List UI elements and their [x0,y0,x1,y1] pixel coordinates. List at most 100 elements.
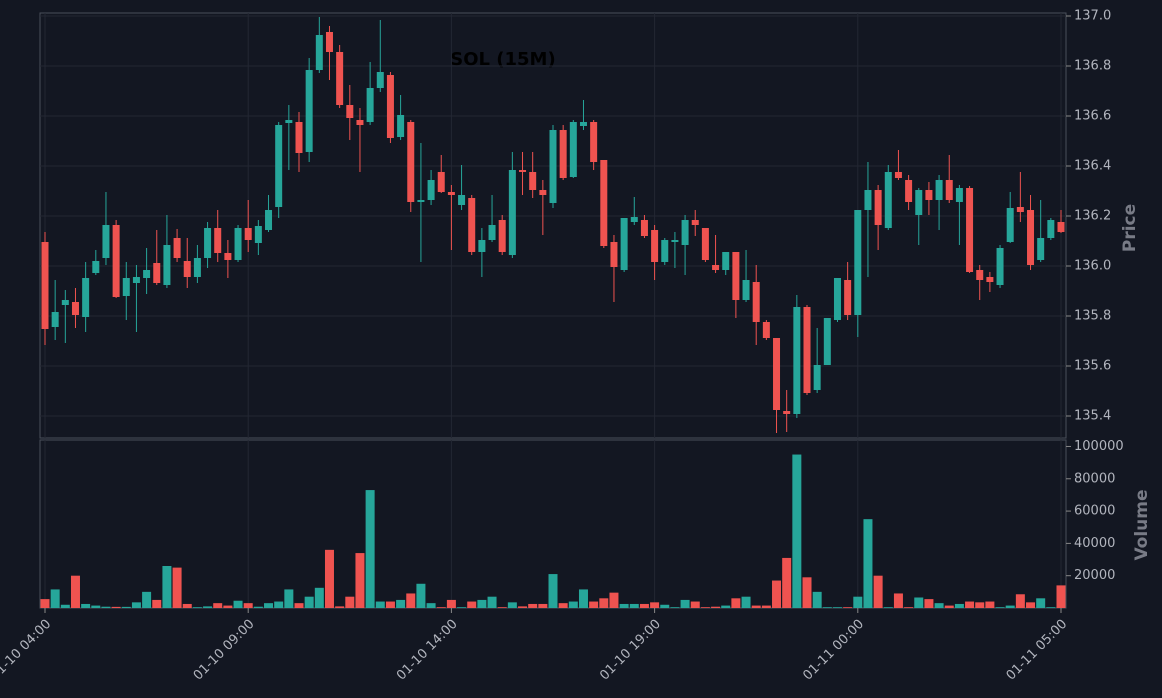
candle-body [681,220,689,245]
candle-body [1006,208,1014,242]
candle-body [275,125,283,207]
candle-body [955,188,963,202]
candle-body [966,188,974,272]
volume-tick-label: 60000 [1074,504,1115,519]
volume-bar [863,519,873,608]
candle-body [336,52,344,105]
volume-bar [832,607,842,608]
y-tick-label: 136.8 [1074,59,1111,74]
y-tick-label: 135.6 [1074,359,1111,374]
candle-body [397,115,405,137]
volume-bar [782,557,792,608]
volume-bar [965,601,975,608]
volume-bar [111,606,121,608]
candle-body [41,242,49,329]
volume-bar [304,596,314,608]
volume-bar [548,574,558,608]
candle-body [305,70,313,152]
volume-bar [904,607,914,608]
volume-bar [192,607,202,608]
volume-bar [802,577,812,608]
candle-body [986,277,994,282]
volume-bar [660,604,670,608]
volume-bar [690,601,700,608]
candle-body [295,122,303,153]
volume-bar [680,599,690,608]
x-tick-label: 01-10 04:00 [0,617,54,684]
candle-body [285,120,293,123]
volume-bar [152,599,162,608]
volume-bar [406,593,416,608]
candle-body [173,238,181,258]
volume-bar [426,603,436,608]
volume-bar [1026,602,1036,608]
candle-body [579,122,587,126]
volume-bar [954,603,964,608]
candle-body [691,220,699,225]
y-tick-label: 136.4 [1074,159,1111,174]
volume-bar [60,604,70,608]
volume-axis-label: Volume [1132,489,1152,560]
volume-bar [507,602,517,608]
volume-bar [284,589,294,608]
candle-body [884,172,892,228]
candle-body [1047,220,1055,238]
volume-bar [578,589,588,608]
candle-body [549,130,557,203]
volume-bar [294,603,304,608]
candle-body [661,240,669,262]
candle-body [620,218,628,270]
candle-body [163,245,171,285]
candle-body [437,172,445,192]
candle-body [315,35,323,70]
volume-bar [131,602,141,608]
volume-bar [589,601,599,608]
volume-bar [914,597,924,608]
y-tick-label: 136.6 [1074,109,1111,124]
volume-bar [162,566,172,608]
candle-body [71,302,79,315]
volume-bar [1005,605,1015,608]
volume-tick-label: 40000 [1074,536,1115,551]
chart-title: SOL (15M) [450,49,555,70]
volume-bar [518,606,528,608]
volume-bar [253,606,263,608]
candle-body [1027,210,1035,265]
volume-bar [741,596,751,608]
x-tick-label: 01-11 00:00 [800,617,867,684]
candle-body [51,312,59,327]
volume-bar [121,606,131,608]
volume-bar [985,601,995,608]
candle-body [366,88,374,122]
candle-body [610,242,618,267]
candle-body [1037,238,1045,260]
volume-bar [975,602,985,608]
volume-tick-label: 100000 [1074,439,1124,454]
candle-body [854,210,862,315]
volume-bar [1015,594,1025,608]
candle-body [722,252,730,270]
volume-bar [711,606,721,608]
volume-bar [1036,598,1046,608]
x-tick-label: 01-11 05:00 [1004,617,1071,684]
candle-body [640,220,648,236]
y-tick-label: 136.0 [1074,259,1111,274]
volume-bar [446,599,456,608]
candle-body [356,120,364,125]
volume-bar [639,603,649,608]
candle-body [214,228,222,253]
candle-body [132,277,140,283]
candle-body [559,130,567,178]
volume-bar [81,603,91,608]
volume-bar [172,567,182,608]
price-panel [39,12,1067,439]
candle-body [1057,222,1065,232]
candle-body [844,280,852,315]
candle-body [773,338,781,410]
volume-bar [385,601,395,608]
volume-bar [70,575,80,608]
volume-bar [182,603,192,608]
volume-bar [213,603,223,608]
volume-bar [822,607,832,608]
volume-bar [243,603,253,608]
